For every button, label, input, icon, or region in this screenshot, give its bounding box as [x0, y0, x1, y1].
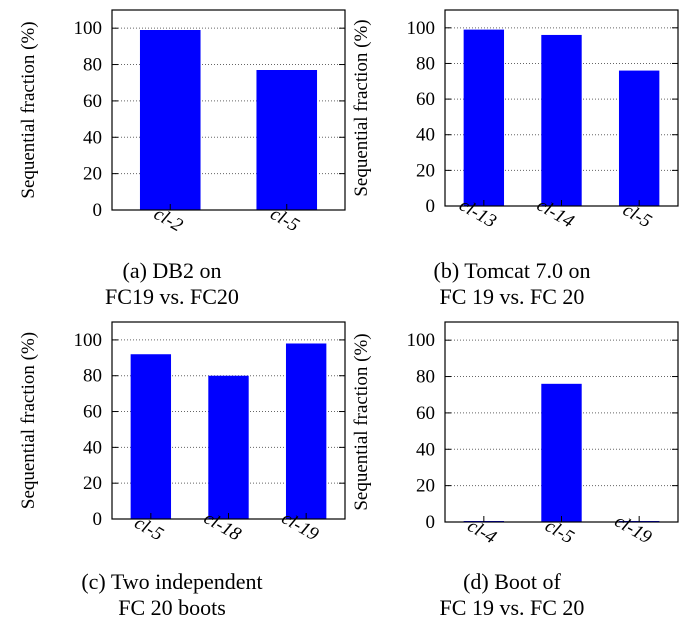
bar-a-cl-2	[139, 30, 201, 210]
bar-b-cl-13	[463, 29, 505, 206]
ytick-label-a-100: 100	[74, 18, 103, 39]
bar-d-cl-5	[541, 383, 582, 522]
ytick-label-a-20: 20	[83, 164, 102, 185]
caption-b: (b) Tomcat 7.0 on FC 19 vs. FC 20	[362, 258, 662, 310]
ytick-label-b-0: 0	[426, 196, 436, 217]
caption-a-line-2: FC19 vs. FC20	[105, 284, 239, 309]
ytick-label-d-40: 40	[416, 439, 435, 460]
ylabel-d: Sequential fraction (%)	[351, 333, 372, 510]
ytick-label-b-20: 20	[416, 160, 435, 181]
bar-c-cl-19	[285, 343, 327, 519]
xtick-label-d-cl-4: cl-4	[464, 515, 501, 548]
caption-b-line-2: FC 19 vs. FC 20	[439, 284, 585, 309]
ytick-label-c-60: 60	[83, 402, 102, 423]
ytick-label-c-80: 80	[83, 366, 102, 387]
ytick-label-d-60: 60	[416, 403, 435, 424]
ytick-label-d-0: 0	[426, 512, 436, 533]
ytick-label-b-60: 60	[416, 89, 435, 110]
ytick-label-d-100: 100	[407, 330, 436, 351]
ytick-label-c-0: 0	[93, 509, 103, 530]
ytick-label-c-20: 20	[83, 473, 102, 494]
ytick-label-d-80: 80	[416, 367, 435, 388]
ytick-label-a-80: 80	[83, 55, 102, 76]
bar-c-cl-5	[130, 354, 172, 519]
caption-b-line-1: (b) Tomcat 7.0 on	[433, 258, 591, 283]
ytick-label-a-0: 0	[93, 200, 103, 221]
ylabel-b: Sequential fraction (%)	[351, 19, 372, 196]
caption-c: (c) Two independent FC 20 boots	[22, 569, 322, 621]
caption-d-line-1: (d) Boot of	[463, 569, 561, 594]
ytick-label-b-40: 40	[416, 125, 435, 146]
ytick-label-a-60: 60	[83, 91, 102, 112]
caption-c-line-1: (c) Two independent	[81, 569, 263, 594]
ytick-label-d-20: 20	[416, 476, 435, 497]
ytick-label-b-80: 80	[416, 53, 435, 74]
bar-c-cl-18	[208, 375, 249, 519]
ytick-label-a-40: 40	[83, 127, 102, 148]
bar-a-cl-5	[256, 70, 318, 210]
ylabel-a: Sequential fraction (%)	[18, 21, 39, 198]
bar-b-cl-5	[618, 70, 660, 206]
caption-d: (d) Boot of FC 19 vs. FC 20	[362, 569, 662, 621]
caption-d-line-2: FC 19 vs. FC 20	[439, 595, 585, 620]
ylabel-c: Sequential fraction (%)	[18, 332, 39, 509]
bar-b-cl-14	[541, 34, 582, 207]
xtick-label-d-cl-19: cl-19	[611, 511, 656, 549]
plot-frame-a	[111, 9, 346, 211]
ytick-label-b-100: 100	[407, 18, 436, 39]
ytick-label-c-40: 40	[83, 437, 102, 458]
caption-a: (a) DB2 on FC19 vs. FC20	[22, 258, 322, 310]
ytick-label-c-100: 100	[74, 330, 103, 351]
caption-c-line-2: FC 20 boots	[118, 595, 226, 620]
caption-a-line-1: (a) DB2 on	[122, 258, 222, 283]
